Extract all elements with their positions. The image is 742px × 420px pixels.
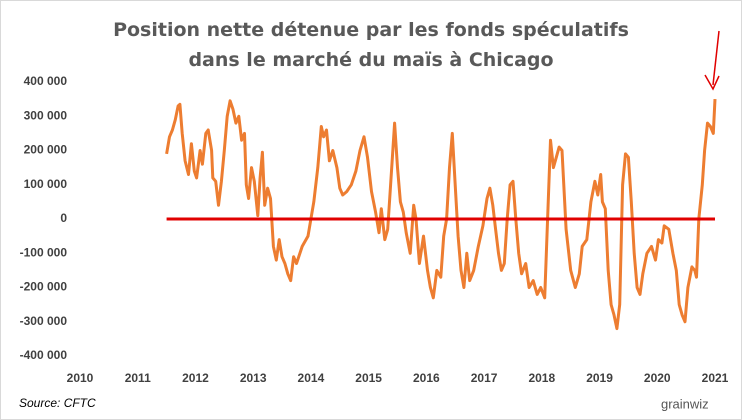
- x-tick-label: 2014: [298, 371, 325, 385]
- x-tick-label: 2011: [125, 371, 151, 385]
- x-tick-label: 2010: [67, 371, 94, 385]
- logo: grainwiz: [661, 396, 709, 411]
- x-tick-label: 2020: [644, 371, 671, 385]
- y-tick-label: -400 000: [20, 348, 68, 362]
- source: Source: CFTC: [19, 396, 96, 410]
- x-tick-label: 2018: [528, 371, 555, 385]
- x-tick-label: 2021: [702, 371, 729, 385]
- x-tick-label: 2017: [471, 371, 498, 385]
- x-tick-label: 2013: [240, 371, 267, 385]
- y-tick-label: 100 000: [24, 177, 68, 191]
- chart-title: Position nette détenue par les fonds spé…: [113, 19, 629, 71]
- y-tick-label: 300 000: [24, 108, 68, 122]
- y-tick-label: 200 000: [24, 143, 68, 157]
- x-tick-label: 2015: [355, 371, 382, 385]
- arrow: [712, 30, 720, 86]
- x-tick-label: 2012: [182, 371, 209, 385]
- y-tick-label: 400 000: [24, 74, 68, 88]
- arrow-head: [704, 74, 720, 91]
- line: [165, 99, 717, 331]
- x-tick-label: 2019: [586, 371, 613, 385]
- y-tick-label: -200 000: [20, 280, 68, 294]
- y-tick-label: -100 000: [20, 245, 68, 259]
- x-tick-label: 2016: [413, 371, 440, 385]
- y-tick-label: -300 000: [20, 314, 68, 328]
- y-tick-label: 0: [60, 211, 67, 225]
